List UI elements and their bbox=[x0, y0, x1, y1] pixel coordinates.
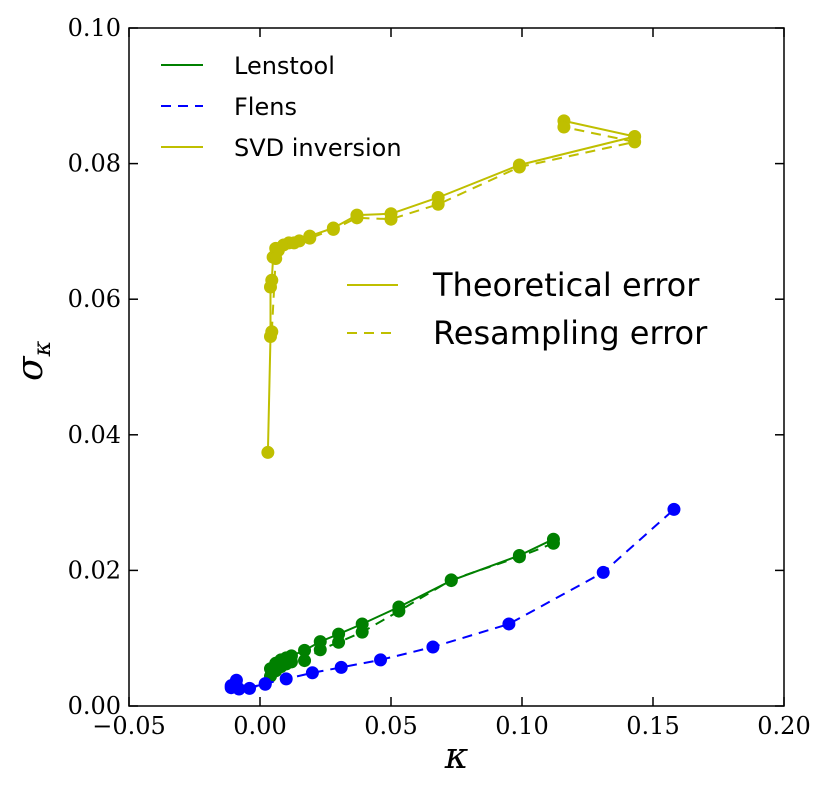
data-point bbox=[502, 617, 516, 631]
data-point bbox=[287, 236, 301, 250]
y-tick-label: 0.04 bbox=[68, 421, 121, 449]
y-tick-label: 0.06 bbox=[68, 285, 121, 313]
data-point bbox=[265, 325, 279, 339]
data-point bbox=[392, 604, 406, 618]
data-point bbox=[326, 222, 340, 236]
legend-label: Lenstool bbox=[234, 52, 335, 80]
data-point bbox=[431, 197, 445, 211]
y-tick-label: 0.08 bbox=[68, 150, 121, 178]
data-point bbox=[313, 643, 327, 657]
data-point bbox=[279, 672, 293, 686]
data-point bbox=[384, 212, 398, 226]
data-point bbox=[667, 502, 681, 516]
data-layer bbox=[224, 114, 681, 696]
data-point bbox=[596, 565, 610, 579]
x-tick-label: −0.05 bbox=[92, 712, 166, 740]
y-tick-label: 0.00 bbox=[68, 692, 121, 720]
series-lenstool-dashed bbox=[263, 536, 560, 683]
data-point bbox=[277, 238, 291, 252]
y-axis-label-main: σ bbox=[10, 355, 51, 381]
legend-errors: Theoretical error Resampling error bbox=[347, 266, 708, 352]
data-point bbox=[557, 120, 571, 134]
data-point bbox=[269, 252, 283, 266]
legend-methods: Lenstool Flens SVD inversion bbox=[161, 52, 402, 162]
series-line bbox=[269, 542, 554, 677]
data-point bbox=[332, 635, 346, 649]
data-point bbox=[284, 655, 298, 669]
data-point bbox=[265, 273, 279, 287]
legend-label: Theoretical error bbox=[432, 266, 700, 304]
data-point bbox=[628, 135, 642, 149]
x-axis-label: κ bbox=[444, 736, 469, 777]
data-point bbox=[298, 654, 312, 668]
x-tick-label: 0.20 bbox=[757, 712, 810, 740]
legend-label: SVD inversion bbox=[234, 134, 402, 162]
data-point bbox=[355, 625, 369, 639]
data-point bbox=[258, 677, 272, 691]
x-tick-label: 0.15 bbox=[626, 712, 679, 740]
legend-label: Resampling error bbox=[433, 314, 708, 352]
y-tick-label: 0.02 bbox=[68, 556, 121, 584]
series-flens-solid bbox=[224, 673, 272, 696]
data-point bbox=[512, 550, 526, 564]
y-tick-label: 0.10 bbox=[68, 14, 121, 42]
data-point bbox=[261, 445, 275, 459]
x-tick-label: 0.10 bbox=[495, 712, 548, 740]
data-point bbox=[426, 640, 440, 654]
data-point bbox=[350, 211, 364, 225]
series-svd-dashed bbox=[265, 120, 642, 339]
data-point bbox=[546, 536, 560, 550]
data-point bbox=[305, 666, 319, 680]
data-point bbox=[303, 231, 317, 245]
data-point bbox=[232, 682, 246, 696]
y-axis-label-subscript: κ bbox=[28, 340, 56, 357]
y-axis-label: σκ bbox=[10, 340, 56, 381]
x-tick-label: 0.05 bbox=[364, 712, 417, 740]
data-point bbox=[334, 660, 348, 674]
legend-label: Flens bbox=[234, 93, 297, 121]
data-point bbox=[512, 160, 526, 174]
ticks-layer: −0.05 0.00 0.05 0.10 0.15 0.200.000.020.040.0… bbox=[68, 14, 811, 740]
data-point bbox=[374, 653, 388, 667]
data-point bbox=[444, 573, 458, 587]
x-tick-label: 0.00 bbox=[233, 712, 286, 740]
plot-frame bbox=[128, 27, 785, 707]
